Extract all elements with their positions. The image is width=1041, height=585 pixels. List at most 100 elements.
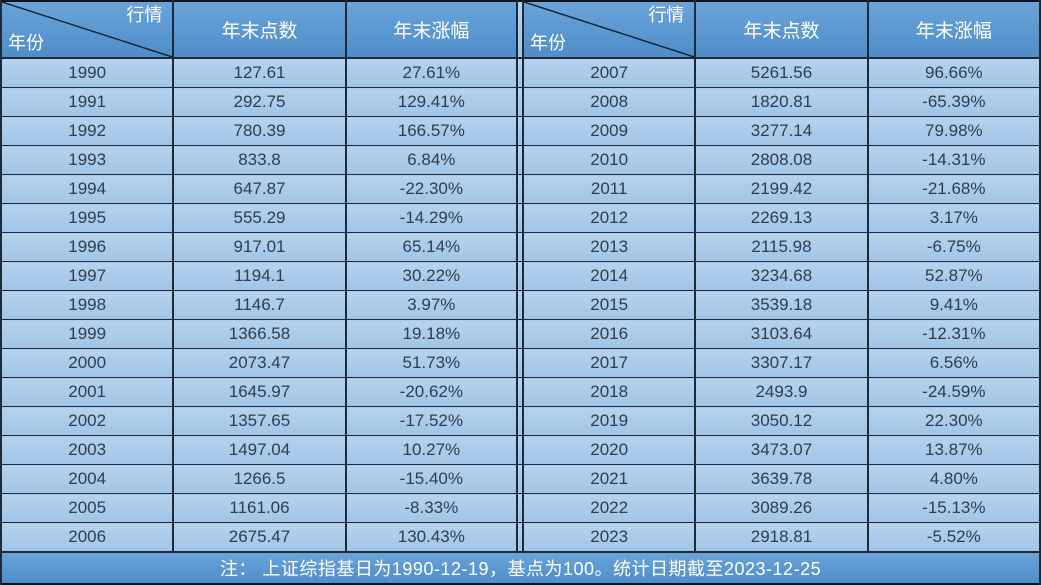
table-row: 1998 1146.7 3.97% 2015 3539.18 9.41% — [0, 290, 1041, 320]
change-cell: -6.75% — [866, 232, 1041, 262]
year-cell: 2005 — [0, 493, 175, 523]
change-header-left: 年末涨幅 — [344, 0, 518, 59]
change-cell: 129.41% — [344, 87, 518, 117]
change-cell: 96.66% — [866, 57, 1041, 88]
header-row: 行情 年份 年末点数 年末涨幅 行情 年份 年末点数 年末涨幅 — [0, 0, 1041, 59]
change-cell: -24.59% — [866, 377, 1041, 407]
year-cell: 1994 — [0, 174, 175, 204]
points-cell: 1161.06 — [172, 493, 347, 523]
year-cell: 1993 — [0, 145, 175, 175]
year-cell: 1992 — [0, 116, 175, 146]
year-cell: 2012 — [521, 203, 697, 233]
points-cell: 1645.97 — [172, 377, 347, 407]
year-cell: 2011 — [521, 174, 697, 204]
year-cell: 2023 — [521, 522, 697, 553]
change-cell: 3.17% — [866, 203, 1041, 233]
change-cell: 27.61% — [344, 57, 518, 88]
points-cell: 5261.56 — [694, 57, 869, 88]
diagonal-line — [2, 2, 172, 57]
table-gap — [515, 493, 524, 523]
change-cell: -12.31% — [866, 319, 1041, 349]
change-cell: 130.43% — [344, 522, 518, 553]
points-cell: 292.75 — [172, 87, 347, 117]
table-row: 1993 833.8 6.84% 2010 2808.08 -14.31% — [0, 145, 1041, 175]
year-cell: 1990 — [0, 57, 175, 88]
year-cell: 2020 — [521, 435, 697, 465]
footnote-row: 注： 上证综指基日为1990-12-19，基点为100。统计日期截至2023-1… — [0, 551, 1041, 585]
change-cell: 13.87% — [866, 435, 1041, 465]
points-cell: 2493.9 — [694, 377, 869, 407]
points-cell: 3103.64 — [694, 319, 869, 349]
change-cell: 51.73% — [344, 348, 518, 378]
change-cell: 30.22% — [344, 261, 518, 291]
points-cell: 780.39 — [172, 116, 347, 146]
points-cell: 2115.98 — [694, 232, 869, 262]
change-cell: -65.39% — [866, 87, 1041, 117]
change-cell: -14.31% — [866, 145, 1041, 175]
year-cell: 1999 — [0, 319, 175, 349]
year-cell: 1995 — [0, 203, 175, 233]
points-header-left: 年末点数 — [172, 0, 347, 59]
table-body: 1990 127.61 27.61% 2007 5261.56 96.66% 1991 292… — [0, 57, 1041, 553]
change-cell: 65.14% — [344, 232, 518, 262]
change-cell: -21.68% — [866, 174, 1041, 204]
points-cell: 1194.1 — [172, 261, 347, 291]
points-cell: 1820.81 — [694, 87, 869, 117]
points-cell: 2199.42 — [694, 174, 869, 204]
change-cell: 52.87% — [866, 261, 1041, 291]
change-cell: -15.13% — [866, 493, 1041, 523]
change-cell: 9.41% — [866, 290, 1041, 320]
points-cell: 1266.5 — [172, 464, 347, 494]
corner-label-year: 年份 — [8, 33, 44, 54]
year-cell: 2004 — [0, 464, 175, 494]
year-cell: 1991 — [0, 87, 175, 117]
year-cell: 2001 — [0, 377, 175, 407]
points-cell: 2073.47 — [172, 348, 347, 378]
points-cell: 3539.18 — [694, 290, 869, 320]
table-gap-header — [515, 0, 524, 59]
year-cell: 1996 — [0, 232, 175, 262]
year-cell: 2022 — [521, 493, 697, 523]
year-cell: 2015 — [521, 290, 697, 320]
corner-label-market: 行情 — [126, 5, 163, 25]
table-row: 2000 2073.47 51.73% 2017 3307.17 6.56% — [0, 348, 1041, 378]
points-cell: 3050.12 — [694, 406, 869, 436]
table-row: 2004 1266.5 -15.40% 2021 3639.78 4.80% — [0, 464, 1041, 494]
points-cell: 2269.13 — [694, 203, 869, 233]
change-cell: -15.40% — [344, 464, 518, 494]
table-row: 1991 292.75 129.41% 2008 1820.81 -65.39% — [0, 87, 1041, 117]
table-row: 1994 647.87 -22.30% 2011 2199.42 -21.68% — [0, 174, 1041, 204]
points-cell: 3234.68 — [694, 261, 869, 291]
table-row: 1999 1366.58 19.18% 2016 3103.64 -12.31% — [0, 319, 1041, 349]
year-cell: 2010 — [521, 145, 697, 175]
points-cell: 127.61 — [172, 57, 347, 88]
year-cell: 2013 — [521, 232, 697, 262]
corner-label-year: 年份 — [529, 33, 566, 54]
points-cell: 1497.04 — [172, 435, 347, 465]
points-cell: 2675.47 — [172, 522, 347, 553]
points-cell: 647.87 — [172, 174, 347, 204]
change-cell: 22.30% — [866, 406, 1041, 436]
year-cell: 1997 — [0, 261, 175, 291]
year-cell: 2016 — [521, 319, 697, 349]
points-cell: 3473.07 — [694, 435, 869, 465]
table-row: 2002 1357.65 -17.52% 2019 3050.12 22.30% — [0, 406, 1041, 436]
change-cell: 10.27% — [344, 435, 518, 465]
footnote: 注： 上证综指基日为1990-12-19，基点为100。统计日期截至2023-1… — [0, 551, 1041, 585]
change-cell: 3.97% — [344, 290, 518, 320]
change-cell: -20.62% — [344, 377, 518, 407]
year-cell: 2000 — [0, 348, 175, 378]
table-row: 1990 127.61 27.61% 2007 5261.56 96.66% — [0, 57, 1041, 88]
table-row: 2003 1497.04 10.27% 2020 3473.07 13.87% — [0, 435, 1041, 465]
corner-header-right: 行情 年份 — [521, 0, 697, 59]
year-cell: 2018 — [521, 377, 697, 407]
year-cell: 2017 — [521, 348, 697, 378]
points-cell: 1146.7 — [172, 290, 347, 320]
diagonal-line — [524, 2, 694, 57]
change-cell: 4.80% — [866, 464, 1041, 494]
year-cell: 1998 — [0, 290, 175, 320]
corner-label-market: 行情 — [648, 5, 685, 25]
change-cell: -17.52% — [344, 406, 518, 436]
